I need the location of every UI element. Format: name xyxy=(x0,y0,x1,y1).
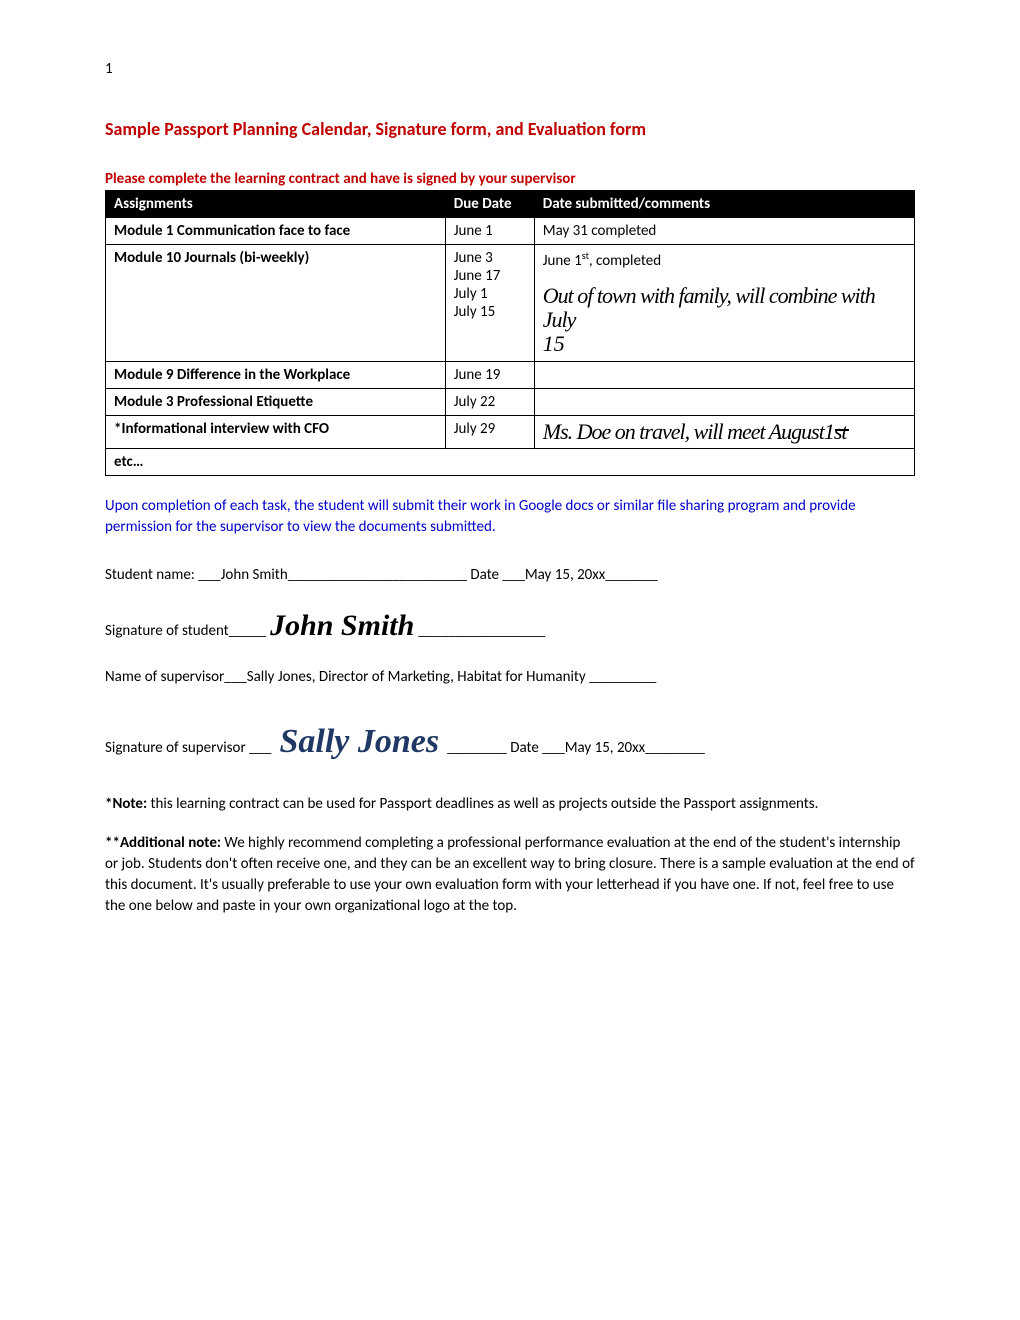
cell-assignment: Module 3 Professional Etiquette xyxy=(106,388,446,415)
table-row: etc… xyxy=(106,448,915,475)
cell-comment xyxy=(534,388,914,415)
table-row: Module 9 Difference in the WorkplaceJune… xyxy=(106,361,915,388)
student-signature-line: Signature of student_____ John Smith ___… xyxy=(105,609,915,643)
supervisor-label: Name of supervisor___ xyxy=(105,668,247,686)
student-name-label: Student name: ___ xyxy=(105,566,221,584)
student-date-value: May 15, 20xx xyxy=(525,566,605,584)
cell-due-date: June 1 xyxy=(445,218,534,245)
supervisor-name-value: Sally Jones, Director of Marketing, Habi… xyxy=(247,668,586,686)
cell-assignment: etc… xyxy=(106,448,915,475)
cell-assignment: Module 10 Journals (bi-weekly) xyxy=(106,245,446,362)
supervisor-signature-line: Signature of supervisor ___ Sally Jones __… xyxy=(105,711,915,772)
col-assignments: Assignments xyxy=(106,191,446,218)
table-row: Module 3 Professional EtiquetteJuly 22 xyxy=(106,388,915,415)
table-row: Module 1 Communication face to faceJune … xyxy=(106,218,915,245)
cell-assignment: *Informational interview with CFO xyxy=(106,415,446,448)
student-sig-tail: _________________ xyxy=(418,622,545,640)
student-signature: John Smith xyxy=(270,609,414,643)
supervisor-sig-label: Signature of supervisor ___ xyxy=(105,739,271,757)
note-2: **Additional note: We highly recommend c… xyxy=(105,833,915,917)
student-name-line: Student name: ___John Smith_____________… xyxy=(105,563,915,587)
col-due-date: Due Date xyxy=(445,191,534,218)
student-name-value: John Smith xyxy=(221,566,288,584)
cell-assignment: Module 9 Difference in the Workplace xyxy=(106,361,446,388)
supervisor-date-label: Date ___ xyxy=(510,739,564,757)
table-row: *Informational interview with CFOJuly 29… xyxy=(106,415,915,448)
cell-comment: June 1st, completedOut of town with fami… xyxy=(534,245,914,362)
table-header-row: Assignments Due Date Date submitted/comm… xyxy=(106,191,915,218)
cell-due-date: June 3June 17July 1July 15 xyxy=(445,245,534,362)
cell-due-date: July 29 xyxy=(445,415,534,448)
note1-text: this learning contract can be used for P… xyxy=(147,795,818,813)
cell-assignment: Module 1 Communication face to face xyxy=(106,218,446,245)
cell-comment: May 31 completed xyxy=(534,218,914,245)
supervisor-sig-mid: ________ xyxy=(447,739,510,757)
cell-due-date: July 22 xyxy=(445,388,534,415)
supervisor-name-line: Name of supervisor___Sally Jones, Direct… xyxy=(105,665,915,689)
note1-label: *Note: xyxy=(105,795,147,813)
student-sig-label: Signature of student_____ xyxy=(105,622,266,640)
table-row: Module 10 Journals (bi-weekly)June 3June… xyxy=(106,245,915,362)
supervisor-tail: _________ xyxy=(586,668,657,686)
cell-due-date: June 19 xyxy=(445,361,534,388)
page-title: Sample Passport Planning Calendar, Signa… xyxy=(105,118,915,140)
col-comments: Date submitted/comments xyxy=(534,191,914,218)
completion-note: Upon completion of each task, the studen… xyxy=(105,496,915,538)
note2-text: We highly recommend completing a profess… xyxy=(105,834,915,915)
student-date-label: Date ___ xyxy=(470,566,524,584)
supervisor-date-tail: ________ xyxy=(645,739,705,757)
student-name-tail: ________________________ xyxy=(288,566,471,584)
page-number: 1 xyxy=(105,60,915,78)
note-1: *Note: this learning contract can be use… xyxy=(105,794,915,815)
cell-comment xyxy=(534,361,914,388)
cell-comment: Ms. Doe on travel, will meet August1st xyxy=(534,415,914,448)
note2-label: **Additional note: xyxy=(105,834,221,852)
assignments-table: Assignments Due Date Date submitted/comm… xyxy=(105,190,915,476)
supervisor-signature: Sally Jones xyxy=(279,723,439,760)
page-subtitle: Please complete the learning contract an… xyxy=(105,170,915,188)
supervisor-date-value: May 15, 20xx xyxy=(565,739,645,757)
student-date-tail: _______ xyxy=(605,566,657,584)
